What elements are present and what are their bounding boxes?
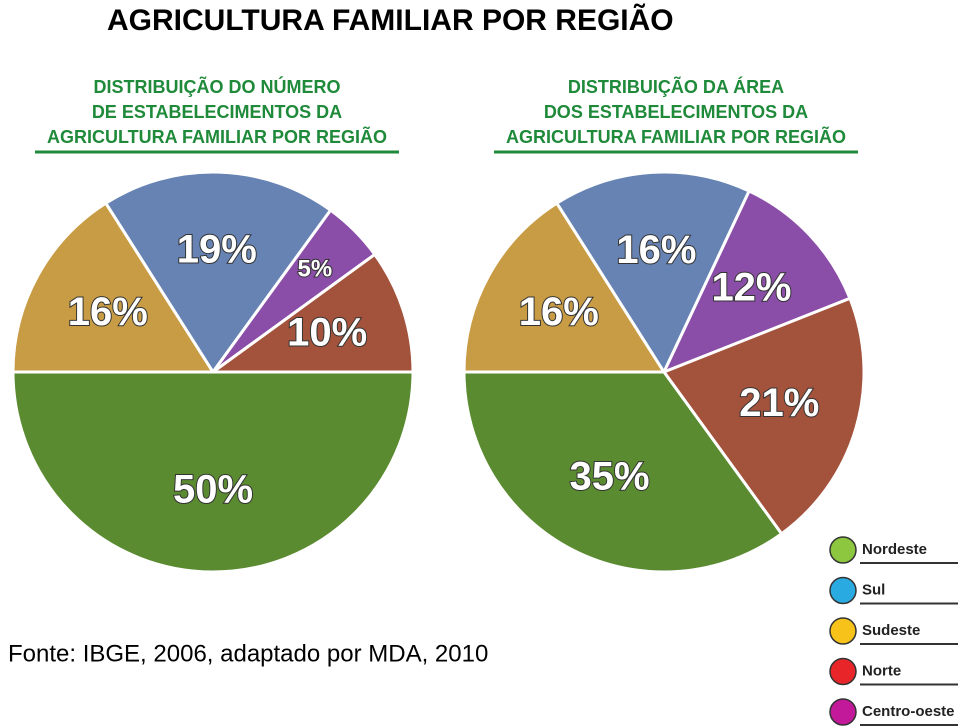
main-title: AGRICULTURA FAMILIAR POR REGIÃO bbox=[107, 3, 674, 37]
pie-title: AGRICULTURA FAMILIAR POR REGIÃO bbox=[506, 126, 846, 147]
legend-label: Nordeste bbox=[862, 541, 927, 558]
legend-label: Sul bbox=[862, 581, 885, 598]
pie-slice bbox=[11, 201, 216, 374]
slice-label: 12% bbox=[711, 265, 791, 309]
slice-label: 16% bbox=[616, 228, 696, 272]
pie-title: AGRICULTURA FAMILIAR POR REGIÃO bbox=[47, 126, 387, 147]
legend-swatch bbox=[829, 698, 857, 726]
legend-label: Sudeste bbox=[862, 622, 920, 639]
slice-label: 50% bbox=[173, 468, 253, 512]
legend-swatch bbox=[829, 657, 857, 686]
legend-swatch bbox=[829, 576, 857, 605]
pie-title: DISTRIBUIÇÃO DO NÚMERO bbox=[94, 76, 341, 97]
pie-slice bbox=[462, 201, 667, 374]
legend-label: Norte bbox=[862, 662, 901, 679]
slice-label: 35% bbox=[569, 454, 649, 498]
source: Fonte: IBGE, 2006, adaptado por MDA, 201… bbox=[8, 640, 488, 667]
slice-label: 10% bbox=[287, 310, 367, 354]
legend-swatch bbox=[829, 536, 857, 564]
legend-swatch bbox=[829, 617, 857, 645]
pie-title: DE ESTABELECIMENTOS DA bbox=[92, 102, 342, 122]
slice-label: 16% bbox=[68, 290, 148, 334]
legend-label: Centro-oeste bbox=[862, 703, 955, 720]
pie-slice bbox=[208, 252, 415, 374]
pie-slice bbox=[661, 296, 866, 536]
pie-slice bbox=[661, 189, 852, 375]
pie-title: DISTRIBUIÇÃO DA ÁREA bbox=[568, 76, 784, 97]
pie-slice bbox=[11, 370, 415, 574]
slice-label: 16% bbox=[519, 290, 599, 334]
slice-label: 5% bbox=[297, 256, 332, 283]
slice-label: 21% bbox=[739, 381, 819, 425]
pie-slice bbox=[103, 170, 333, 375]
slice-label: 19% bbox=[177, 228, 257, 272]
pie-title: DOS ESTABELECIMENTOS DA bbox=[544, 102, 808, 122]
pie-slice bbox=[462, 370, 784, 574]
pie-slice bbox=[554, 170, 752, 376]
